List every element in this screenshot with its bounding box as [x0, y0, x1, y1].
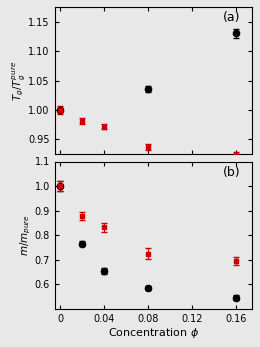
Y-axis label: $T_g/T_g^{pure}$: $T_g/T_g^{pure}$	[10, 60, 27, 101]
X-axis label: Concentration $\phi$: Concentration $\phi$	[108, 327, 199, 340]
Text: (a): (a)	[223, 11, 240, 24]
Text: (b): (b)	[223, 166, 240, 179]
Text: 1.1: 1.1	[35, 156, 50, 167]
Y-axis label: $m/m_{pure}$: $m/m_{pure}$	[18, 214, 33, 256]
